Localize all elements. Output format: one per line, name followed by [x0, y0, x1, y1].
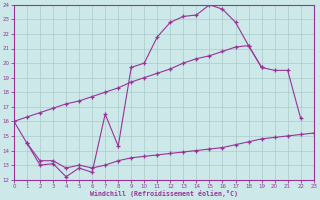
X-axis label: Windchill (Refroidissement éolien,°C): Windchill (Refroidissement éolien,°C)	[90, 190, 238, 197]
